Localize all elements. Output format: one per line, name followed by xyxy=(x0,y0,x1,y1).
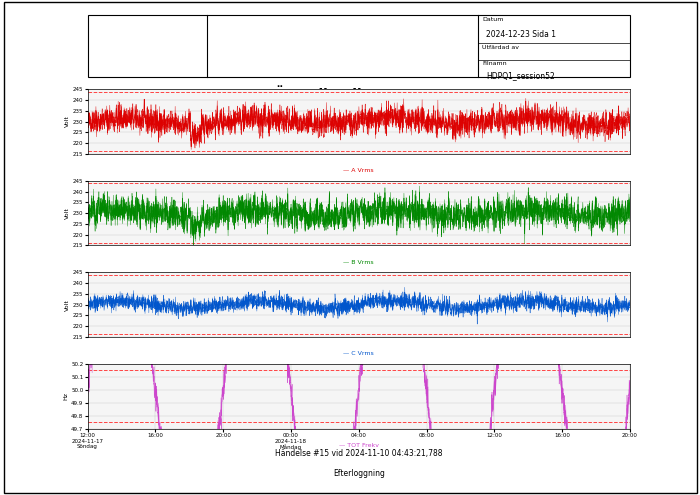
Text: 2024-12-23 Sida 1: 2024-12-23 Sida 1 xyxy=(486,31,556,40)
Text: HDPQ1_session52: HDPQ1_session52 xyxy=(486,71,555,80)
Y-axis label: Hz: Hz xyxy=(63,393,69,400)
Y-axis label: Volt: Volt xyxy=(65,299,70,311)
Text: — A Vrms: — A Vrms xyxy=(344,168,374,173)
Text: Händelse #15 vid 2024-11-10 04:43:21,788: Händelse #15 vid 2024-11-10 04:43:21,788 xyxy=(275,449,442,458)
Text: — C Vrms: — C Vrms xyxy=(344,351,374,356)
Text: — TOT Frekv: — TOT Frekv xyxy=(339,443,379,448)
Text: Datum: Datum xyxy=(482,17,503,22)
Text: — B Vrms: — B Vrms xyxy=(344,259,374,264)
Y-axis label: Volt: Volt xyxy=(65,115,70,127)
Text: Efterloggning: Efterloggning xyxy=(332,469,385,479)
Text: Översiktsdiagram: Översiktsdiagram xyxy=(273,85,412,101)
Text: Filnamn: Filnamn xyxy=(482,61,507,66)
Y-axis label: Volt: Volt xyxy=(65,207,70,219)
Text: Utfärdad av: Utfärdad av xyxy=(482,45,519,50)
